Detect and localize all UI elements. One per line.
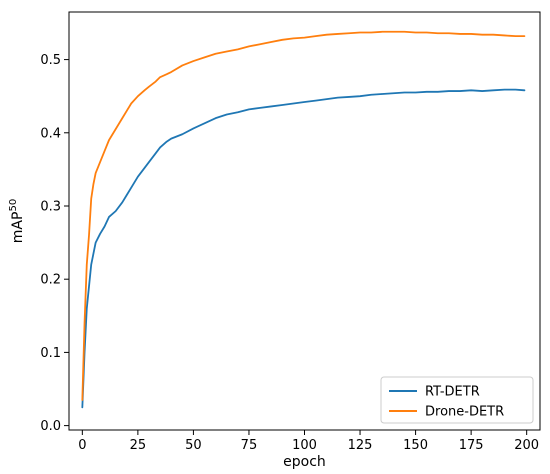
x-tick-label: 175 bbox=[459, 438, 484, 453]
x-tick-label: 50 bbox=[185, 438, 202, 453]
x-tick-label: 125 bbox=[348, 438, 373, 453]
plot-frame bbox=[68, 11, 541, 431]
x-tick-label: 0 bbox=[78, 438, 86, 453]
y-tick-label: 0.2 bbox=[40, 273, 61, 288]
x-axis: 0 25 50 75 100 125 150 175 200 bbox=[78, 430, 539, 453]
y-tick-label: 0.1 bbox=[40, 346, 61, 361]
y-tick-label: 0.3 bbox=[40, 199, 61, 214]
legend-label: RT-DETR bbox=[425, 385, 480, 400]
x-tick-label: 150 bbox=[403, 438, 428, 453]
x-axis-label: epoch bbox=[283, 454, 326, 470]
legend: RT-DETR Drone-DETR bbox=[380, 376, 534, 424]
x-tick-label: 200 bbox=[514, 438, 539, 453]
series-line-drone-detr bbox=[81, 30, 526, 401]
y-tick-label: 0.0 bbox=[40, 419, 61, 434]
legend-label: Drone-DETR bbox=[425, 405, 504, 420]
x-tick-label: 100 bbox=[292, 438, 317, 453]
x-tick-label: 25 bbox=[130, 438, 147, 453]
y-axis-label-superscript: 50 bbox=[8, 199, 19, 212]
x-tick-label: 75 bbox=[241, 438, 258, 453]
y-tick-label: 0.5 bbox=[40, 53, 61, 68]
series-layer bbox=[81, 30, 526, 409]
y-axis-label-main: mAP bbox=[10, 212, 26, 244]
legend-box bbox=[380, 376, 534, 424]
y-axis-label: mAP50 bbox=[8, 199, 26, 243]
y-tick-label: 0.4 bbox=[40, 126, 61, 141]
y-axis: 0.0 0.1 0.2 0.3 0.4 0.5 bbox=[40, 53, 69, 434]
series-line-rt-detr bbox=[81, 88, 526, 409]
